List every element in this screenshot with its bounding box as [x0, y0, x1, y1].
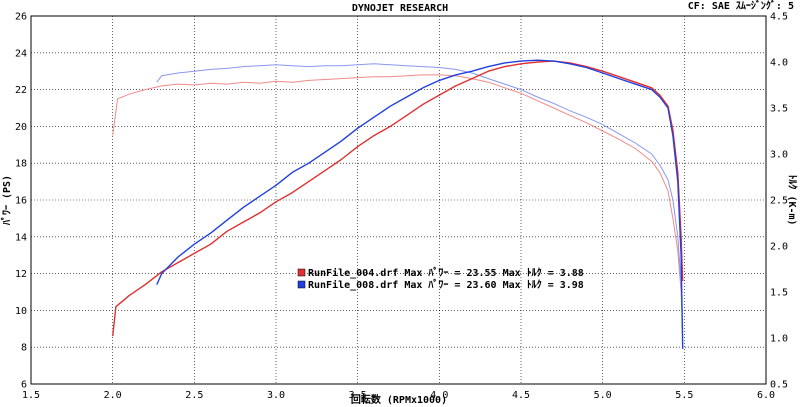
y-left-tick-label: 16: [15, 196, 27, 207]
y-right-tick-label: 4.0: [770, 58, 788, 69]
y-right-tick-label: 0.5: [770, 380, 788, 391]
legend-swatch-red: [297, 268, 306, 277]
power-curve-blue: [156, 59, 684, 350]
y-left-tick-label: 6: [21, 380, 27, 391]
x-tick-label: 5.5: [675, 390, 693, 401]
y-left-tick-label: 20: [15, 122, 27, 133]
y-right-tick-label: 3.0: [770, 150, 788, 161]
torque-curve-red: [112, 74, 684, 329]
x-tick-label: 3.0: [267, 390, 285, 401]
y-right-tick-label: 1.5: [770, 288, 788, 299]
x-tick-label: 6.0: [757, 390, 775, 401]
y-left-tick-label: 18: [15, 159, 27, 170]
y-left-tick-label: 8: [21, 343, 27, 354]
y-left-tick-label: 24: [15, 48, 27, 59]
chart-title: DYNOJET RESEARCH: [352, 3, 448, 14]
y-left-tick-label: 14: [15, 232, 27, 243]
x-tick-label: 1.5: [22, 390, 40, 401]
legend-swatch-blue: [297, 280, 306, 289]
legend: RunFile_004.drf Max ﾊﾟﾜｰ = 23.55 Max ﾄﾙｸ…: [297, 266, 584, 291]
y-left-tick-label: 22: [15, 85, 27, 96]
y-left-tick-label: 12: [15, 269, 27, 280]
y-right-tick-label: 3.5: [770, 104, 788, 115]
y-right-tick-label: 1.0: [770, 334, 788, 345]
y-right-tick-label: 4.5: [770, 12, 788, 23]
y-left-tick-label: 10: [15, 306, 27, 317]
series-group: [112, 59, 684, 350]
x-tick-label: 4.0: [430, 390, 448, 401]
x-tick-label: 5.0: [594, 390, 612, 401]
legend-entry-1: RunFile_004.drf Max ﾊﾟﾜｰ = 23.55 Max ﾄﾙｸ…: [308, 266, 584, 279]
x-tick-label: 2.5: [185, 390, 203, 401]
y-right-tick-label: 2.5: [770, 196, 788, 207]
x-tick-label: 4.5: [512, 390, 530, 401]
y-right-tick-label: 2.0: [770, 242, 788, 253]
plot-frame: [30, 15, 767, 385]
legend-entry-2: RunFile_008.drf Max ﾊﾟﾜｰ = 23.60 Max ﾄﾙｸ…: [308, 278, 584, 291]
y-axis-label-left: ﾊﾟﾜｰ (PS): [0, 175, 13, 226]
y-axis-label-right: ﾄﾙｸ (K-m): [786, 174, 798, 225]
torque-curve-blue: [156, 63, 684, 339]
x-tick-label: 3.5: [349, 390, 367, 401]
y-left-tick-label: 26: [15, 12, 27, 23]
tick-labels: 1.5 2.0 2.5 3.0 3.5 4.0 4.5 5.0 5.5 6.0 6 8 10 12 14 16…: [15, 12, 788, 402]
x-tick-label: 2.0: [104, 390, 122, 401]
grid: [31, 16, 766, 384]
power-curve-red: [112, 60, 684, 337]
settings-info: CF: SAE ｽﾑｰｼﾞﾝｸﾞ: 5: [688, 0, 794, 12]
x-axis-label: 回転数 (RPMx1000): [351, 393, 447, 406]
